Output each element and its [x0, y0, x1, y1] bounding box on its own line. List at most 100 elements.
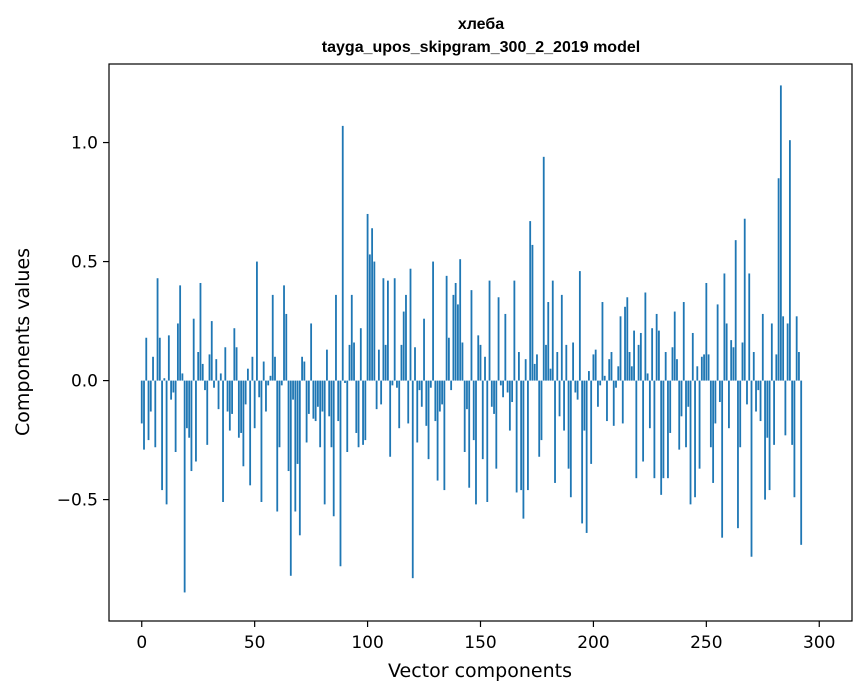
bar-276 [764, 380, 766, 500]
bar-249 [703, 354, 705, 381]
bar-279 [770, 323, 773, 381]
x-tick-label: 250 [690, 633, 722, 653]
bar-220 [637, 344, 640, 381]
bar-189 [567, 380, 570, 469]
bar-1 [143, 380, 145, 450]
y-tick-label: −0.5 [57, 491, 98, 511]
bar-226 [651, 328, 654, 381]
bar-228 [655, 313, 658, 381]
bar-62 [280, 380, 283, 386]
bar-23 [192, 318, 195, 381]
bar-118 [407, 380, 410, 424]
bar-57 [269, 375, 272, 381]
bar-214 [624, 306, 626, 381]
bar-257 [721, 380, 724, 538]
bar-169 [522, 380, 525, 519]
bar-27 [201, 363, 204, 381]
bar-233 [667, 380, 669, 479]
bar-181 [549, 368, 552, 381]
bar-188 [565, 344, 568, 381]
bar-93 [350, 294, 353, 381]
bar-266 [741, 342, 744, 381]
bar-146 [470, 290, 473, 381]
bar-5 [152, 356, 154, 381]
bar-134 [443, 380, 446, 491]
bar-256 [718, 380, 721, 403]
bar-103 [373, 261, 376, 381]
bar-69 [296, 380, 299, 464]
bar-14 [172, 380, 175, 393]
bar-278 [768, 380, 771, 491]
bar-219 [635, 380, 638, 479]
bar-187 [563, 380, 565, 431]
bar-68 [294, 380, 297, 512]
bar-166 [515, 380, 518, 493]
bar-159 [499, 380, 502, 386]
bar-224 [646, 373, 649, 381]
chart-subtitle: tayga_upos_skipgram_300_2_2019 model [322, 39, 640, 56]
bar-19 [183, 380, 186, 593]
bar-160 [502, 380, 504, 398]
bar-75 [310, 323, 313, 381]
bar-247 [698, 380, 701, 469]
bar-100 [366, 213, 369, 381]
bar-203 [599, 380, 602, 386]
bar-141 [459, 259, 462, 381]
bar-55 [265, 380, 267, 412]
bar-180 [547, 302, 550, 381]
bar-41 [233, 328, 236, 381]
bar-255 [716, 304, 719, 381]
bar-272 [755, 380, 757, 412]
bar-113 [396, 380, 398, 388]
x-tick-label: 50 [244, 633, 266, 653]
y-tick-label: 0.0 [71, 372, 98, 392]
bar-66 [289, 380, 292, 576]
bar-22 [190, 380, 193, 472]
bar-129 [432, 261, 434, 381]
bar-254 [714, 380, 717, 424]
bar-36 [222, 380, 224, 502]
bar-209 [612, 380, 615, 426]
bar-172 [529, 221, 532, 381]
bar-268 [746, 380, 748, 405]
bar-63 [283, 285, 285, 381]
bar-171 [527, 380, 529, 491]
bar-71 [301, 356, 303, 381]
bar-112 [393, 278, 396, 381]
bar-125 [423, 318, 425, 381]
bar-273 [757, 380, 760, 391]
bar-83 [328, 380, 331, 417]
bar-275 [761, 313, 764, 381]
bar-45 [242, 380, 245, 467]
bar-138 [452, 294, 455, 381]
bar-245 [694, 380, 696, 498]
bar-291 [798, 352, 800, 381]
bar-139 [454, 282, 457, 381]
bar-237 [676, 359, 678, 381]
bar-30 [208, 354, 211, 381]
bar-238 [678, 380, 681, 450]
bar-286 [786, 323, 789, 381]
bar-15 [174, 380, 177, 452]
bar-234 [669, 380, 672, 433]
bar-195 [581, 380, 584, 524]
bar-79 [319, 380, 322, 448]
bar-283 [779, 85, 782, 381]
bar-174 [533, 363, 536, 381]
bar-265 [739, 380, 742, 448]
bar-40 [231, 380, 233, 414]
bar-133 [441, 380, 444, 405]
x-tick-label: 200 [577, 633, 609, 653]
bar-177 [540, 380, 543, 441]
bar-95 [355, 380, 358, 433]
bar-49 [251, 356, 254, 381]
bar-208 [610, 352, 613, 381]
bar-267 [743, 218, 746, 381]
bar-250 [705, 282, 708, 381]
bar-135 [445, 275, 448, 381]
bar-178 [542, 156, 545, 381]
bar-106 [380, 380, 383, 405]
bar-202 [597, 380, 599, 407]
bar-162 [506, 380, 509, 393]
bar-241 [685, 380, 687, 448]
